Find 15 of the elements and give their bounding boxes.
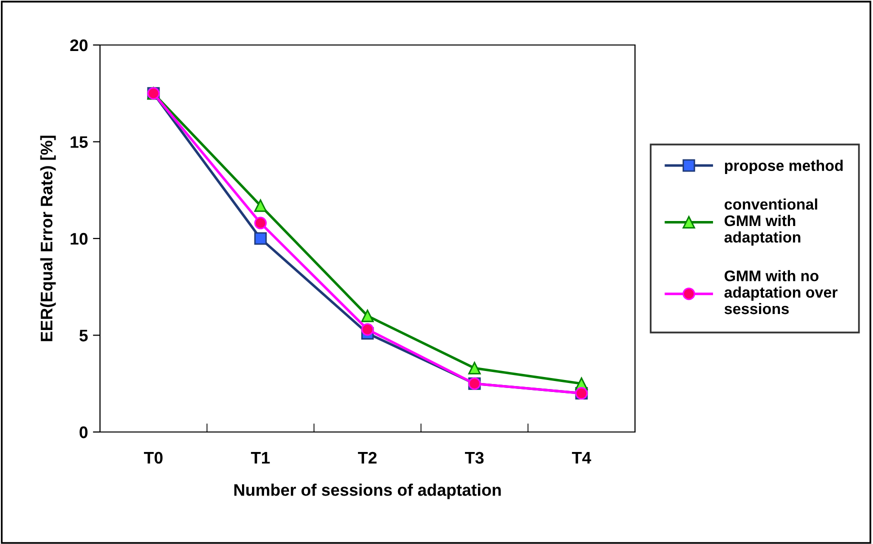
legend-label: GMM with no adaptation over sessions — [724, 270, 838, 314]
y-tick-label: 0 — [80, 426, 88, 438]
x-tick-label: T0 — [144, 452, 163, 464]
x-tick-label: T4 — [572, 452, 592, 464]
legend-label: propose method — [725, 160, 843, 174]
y-axis-title: EER(Equal Error Rate) [%] — [40, 136, 56, 342]
x-tick-label: T1 — [250, 452, 270, 464]
y-tick-label: 5 — [79, 330, 88, 342]
y-tick-label: 10 — [70, 232, 88, 245]
x-axis-title: Number of sessions of adaptation — [234, 484, 501, 500]
y-tick-label: 20 — [70, 39, 88, 52]
x-tick-label: T2 — [358, 452, 377, 464]
legend-label: conventional GMM with adaptation — [724, 198, 818, 246]
y-tick-label: 15 — [70, 136, 88, 148]
x-tick-label: T3 — [464, 452, 484, 464]
